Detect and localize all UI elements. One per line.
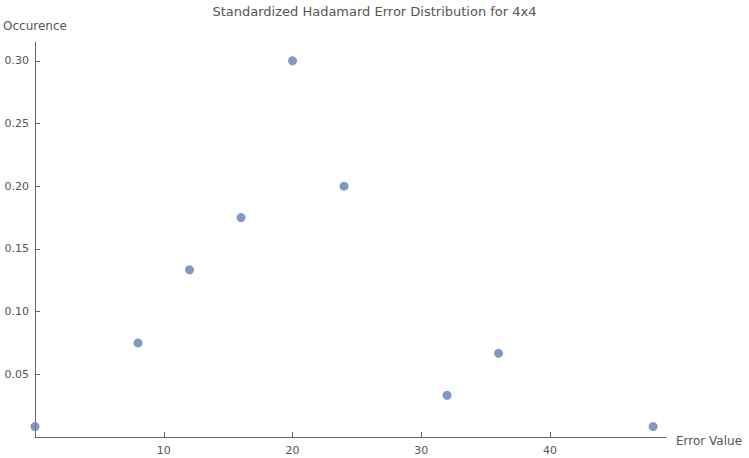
svg-text:Error Value: Error Value bbox=[676, 434, 742, 448]
svg-text:30: 30 bbox=[414, 444, 428, 457]
svg-text:10: 10 bbox=[157, 444, 171, 457]
svg-text:Standardized Hadamard Error Di: Standardized Hadamard Error Distribution… bbox=[212, 4, 536, 19]
svg-text:40: 40 bbox=[543, 444, 557, 457]
svg-text:20: 20 bbox=[286, 444, 300, 457]
svg-text:0.10: 0.10 bbox=[5, 305, 30, 318]
svg-text:Occurence: Occurence bbox=[3, 19, 67, 33]
svg-text:0.30: 0.30 bbox=[5, 54, 30, 67]
svg-text:0.05: 0.05 bbox=[5, 368, 30, 381]
svg-text:0.15: 0.15 bbox=[5, 242, 30, 255]
svg-text:0.25: 0.25 bbox=[5, 117, 30, 130]
svg-text:0.20: 0.20 bbox=[5, 180, 30, 193]
